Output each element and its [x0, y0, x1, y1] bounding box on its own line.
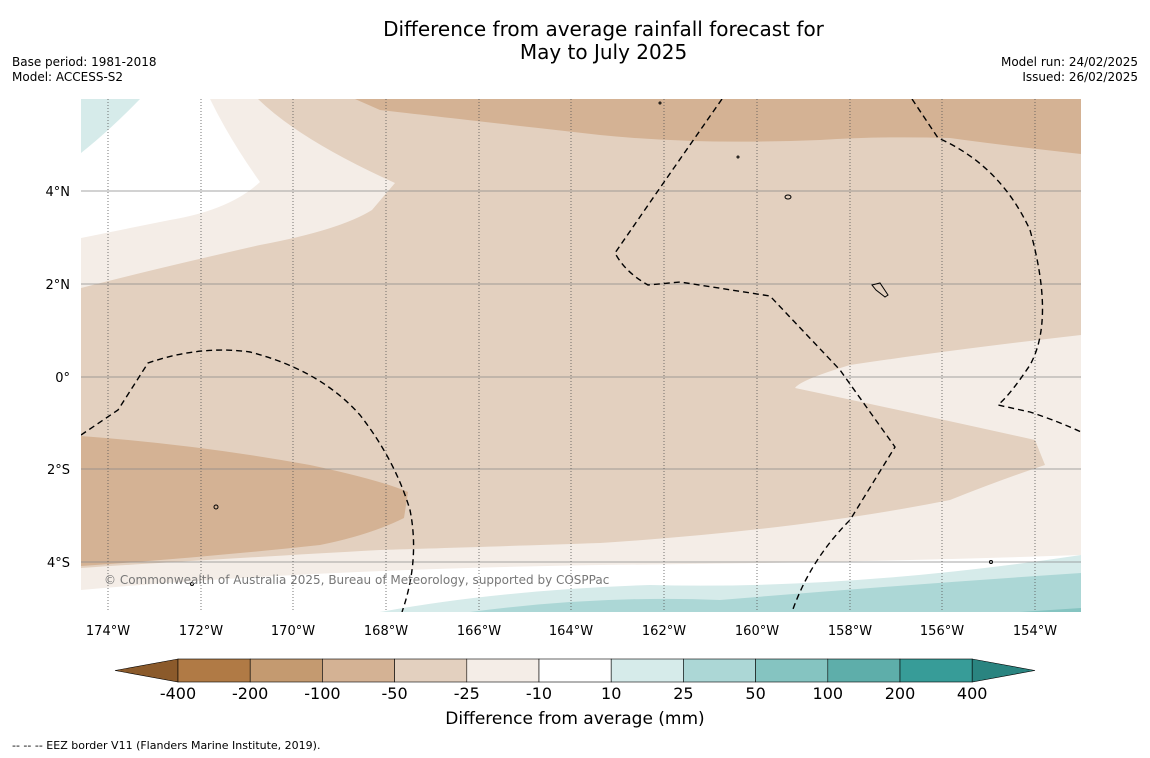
- colorbar-segment: [322, 658, 395, 683]
- run-info: Model run: 24/02/2025 Issued: 26/02/2025: [1001, 55, 1138, 85]
- latitude-labels: 4°N 2°N 0° 2°S 4°S: [46, 185, 71, 571]
- lon-label: 156°W: [920, 624, 964, 639]
- colorbar: [114, 658, 1036, 683]
- colorbar-segment: [683, 658, 756, 683]
- colorbar-segment: [827, 658, 901, 683]
- colorbar-segment: [177, 658, 251, 683]
- colorbar-segment: [755, 658, 829, 683]
- island-5: [658, 101, 662, 105]
- lon-label: 164°W: [549, 624, 593, 639]
- field-wet-50: [470, 573, 1081, 612]
- colorbar-tick-label: -10: [525, 684, 553, 703]
- lon-label: 160°W: [735, 624, 779, 639]
- model-text: Model: ACCESS-S2: [12, 70, 124, 84]
- colorbar-tick-label: -400: [159, 684, 197, 703]
- colorbar-segment: [899, 658, 973, 683]
- colorbar-segment: [610, 658, 684, 683]
- island-2: [871, 282, 889, 298]
- issued-text: Issued: 26/02/2025: [1022, 70, 1138, 84]
- field-wet-northwest: [81, 99, 140, 153]
- lon-label: 172°W: [179, 624, 223, 639]
- base-info: Base period: 1981-2018 Model: ACCESS-S2: [12, 55, 157, 85]
- colorbar-tick-label: 50: [745, 684, 766, 703]
- colorbar-tick-label: 200: [884, 684, 916, 703]
- island-3: [213, 504, 219, 510]
- lat-label: 0°: [55, 371, 70, 386]
- colorbar-tick-label: 100: [812, 684, 844, 703]
- colorbar-title: Difference from average (mm): [445, 709, 705, 729]
- eez-borders: [81, 99, 1081, 612]
- colorbar-segment: [538, 658, 612, 683]
- colorbar-tick-label: 400: [956, 684, 988, 703]
- contour-fields: [81, 99, 1081, 612]
- map-title: Difference from average rainfall forecas…: [0, 18, 1150, 64]
- longitude-labels: 174°W 172°W 170°W 168°W 166°W 164°W 162°W 160°W…: [86, 624, 1057, 639]
- lon-label: 168°W: [364, 624, 408, 639]
- island-4: [190, 582, 194, 586]
- lon-label: 170°W: [271, 624, 315, 639]
- colorbar-tick-label: -100: [304, 684, 341, 703]
- colorbar-segment: [249, 658, 323, 683]
- colorbar-tick-label: -50: [381, 684, 408, 703]
- field-dry-50-north: [355, 99, 1081, 154]
- lon-label: 158°W: [828, 624, 872, 639]
- base-period-text: Base period: 1981-2018: [12, 55, 157, 69]
- eez-border-east: [911, 99, 1081, 433]
- lat-label: 4°N: [46, 185, 71, 200]
- lon-label: 174°W: [86, 624, 130, 639]
- field-dry-25: [81, 99, 1081, 568]
- lon-label: 162°W: [642, 624, 686, 639]
- colorbar-segment: [466, 658, 540, 683]
- model-run-text: Model run: 24/02/2025: [1000, 55, 1138, 69]
- colorbar-tick-label: 25: [673, 684, 694, 703]
- field-dry-50-west: [81, 436, 408, 566]
- field-wet-100: [1020, 608, 1081, 612]
- lat-label: 2°N: [46, 278, 71, 293]
- eez-footnote: -- -- -- EEZ border V11 (Flanders Marine…: [12, 739, 321, 752]
- latitude-gridlines: [81, 190, 1081, 563]
- lat-label: 2°S: [47, 463, 70, 478]
- islands: [190, 101, 993, 586]
- lon-label: 166°W: [457, 624, 501, 639]
- copyright-text: © Commonwealth of Australia 2025, Bureau…: [104, 573, 609, 587]
- island-6: [736, 155, 740, 159]
- title-line-2: May to July 2025: [519, 40, 688, 64]
- lat-label: 4°S: [47, 556, 70, 571]
- colorbar-tick-label: 10: [601, 684, 622, 703]
- colorbar-extend-high: [971, 658, 1036, 683]
- title-line-1: Difference from average rainfall forecas…: [383, 17, 824, 41]
- island-1: [784, 194, 792, 200]
- colorbar-extend-low: [114, 658, 179, 683]
- island-7: [989, 560, 993, 564]
- colorbar-tick-label: -200: [232, 684, 269, 703]
- colorbar-segment: [394, 658, 468, 683]
- lon-label: 154°W: [1013, 624, 1057, 639]
- field-neutral-northwest: [81, 99, 260, 238]
- colorbar-tick-label: -25: [453, 684, 480, 703]
